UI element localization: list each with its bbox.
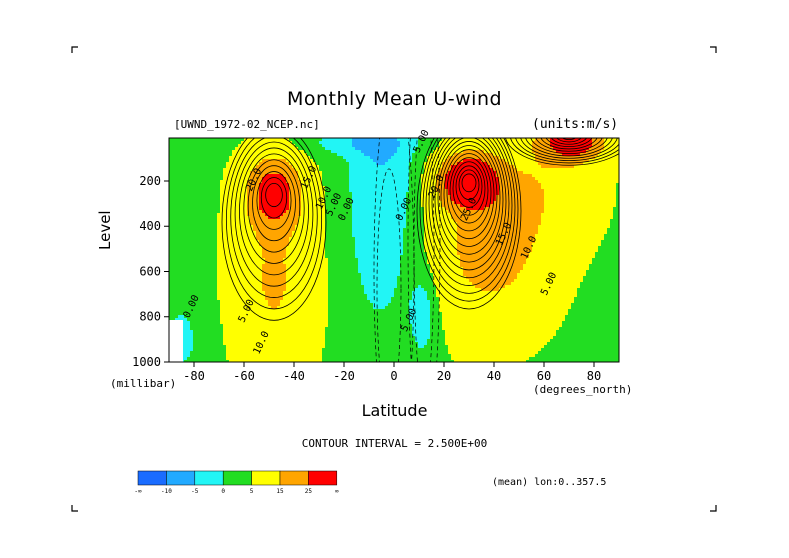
x-tick-label: -60 [233, 369, 255, 383]
contour-line [452, 161, 486, 216]
y-tick-label: 400 [139, 219, 161, 233]
contour-line [239, 147, 309, 276]
contour-line [252, 165, 296, 242]
y-tick-label: 800 [139, 310, 161, 324]
colorbar-label: 5 [250, 488, 254, 495]
contour-line [561, 138, 577, 140]
y-tick-label: 1000 [132, 355, 161, 369]
x-axis: -80 -60 -40 -20 0 20 40 60 80 [183, 362, 601, 383]
contour-line [425, 138, 513, 286]
contour-line [416, 138, 522, 310]
contour-interval-label: CONTOUR INTERVAL = 2.500E+00 [301, 437, 488, 450]
y-tick-label: 600 [139, 264, 161, 278]
colorbar-swatch [194, 470, 224, 486]
colorbar-swatch [222, 470, 252, 486]
contour-line [443, 149, 495, 240]
colorbar-label: -∞ [134, 488, 142, 495]
colorbar-swatch [137, 470, 167, 486]
x-tick-label: 20 [437, 369, 451, 383]
contour-line-negative [373, 138, 415, 362]
x-tick-label: 0 [390, 369, 397, 383]
contour-line [545, 138, 593, 147]
colorbar-swatch [308, 470, 338, 486]
contour-line [510, 138, 619, 164]
x-tick-label: 60 [537, 369, 551, 383]
contour-line [455, 165, 483, 208]
crop-mark [710, 46, 717, 53]
x-tick-label: -80 [183, 369, 205, 383]
contour-line [434, 138, 504, 263]
contour-line-negative [407, 138, 441, 362]
crop-mark [71, 505, 78, 512]
contour-fill [169, 138, 620, 363]
contour-line-negative [376, 168, 402, 362]
mean-note: (mean) lon:0..357.5 [492, 477, 607, 488]
contour-line [535, 138, 603, 152]
x-tick-label: -40 [283, 369, 305, 383]
contour-line [431, 138, 507, 271]
contour-line [247, 159, 301, 253]
contour-lines [221, 138, 619, 321]
units-label: (units:m/s) [532, 117, 619, 132]
contour-line-negative [413, 138, 435, 362]
y-axis: 200 400 600 800 1000 [132, 174, 169, 369]
contour-line [530, 138, 608, 154]
contour-line [419, 138, 519, 302]
x-axis-units: (degrees_north) [533, 383, 633, 396]
x-tick-label: -20 [333, 369, 355, 383]
contour-line [550, 138, 588, 145]
contour-line [230, 138, 318, 298]
crop-mark [710, 505, 717, 512]
colorbar-label: 0 [221, 488, 225, 495]
dataset-label: [UWND_1972-02_NCEP.nc] [174, 118, 320, 131]
colorbar-label: 25 [305, 488, 313, 495]
contour-line [221, 138, 327, 321]
contour-line [515, 138, 619, 161]
contour-line [556, 138, 582, 143]
y-axis-units: (millibar) [110, 377, 177, 390]
colorbar-label: 15 [276, 488, 284, 495]
contour-line [234, 141, 314, 287]
colorbar-label: -5 [191, 488, 199, 495]
contour-line [260, 177, 288, 219]
y-axis-title: Level [96, 210, 114, 250]
contour-line [428, 138, 510, 279]
colorbar-swatch [251, 470, 281, 486]
colorbar-swatch [279, 470, 309, 486]
x-axis-title: Latitude [361, 401, 428, 420]
negative-contours [373, 138, 441, 362]
contour-line [437, 141, 501, 255]
colorbar: -∞ -10 -5 0 5 15 25 ∞ [134, 470, 339, 495]
missing-data-patch [169, 320, 183, 362]
colorbar-label: -10 [161, 488, 172, 495]
y-tick-label: 200 [139, 174, 161, 188]
contour-line [540, 138, 598, 150]
contour-line [446, 153, 492, 232]
contour-line [461, 173, 477, 193]
chart-title: Monthly Mean U-wind [286, 88, 503, 110]
contour-line [225, 138, 323, 310]
contour-line [265, 182, 283, 208]
contour-line [525, 138, 613, 157]
crop-mark [71, 46, 78, 53]
contour-line [422, 138, 516, 294]
colorbar-label: ∞ [335, 488, 339, 495]
contour-line [256, 171, 292, 230]
colorbar-swatch [166, 470, 196, 486]
x-tick-label: 40 [487, 369, 501, 383]
contour-line [505, 138, 619, 166]
contour-line [458, 169, 480, 201]
x-tick-label: 80 [587, 369, 601, 383]
contour-line [243, 153, 305, 264]
contour-line [520, 138, 618, 159]
contour-line [440, 145, 498, 247]
contour-line [449, 157, 489, 224]
